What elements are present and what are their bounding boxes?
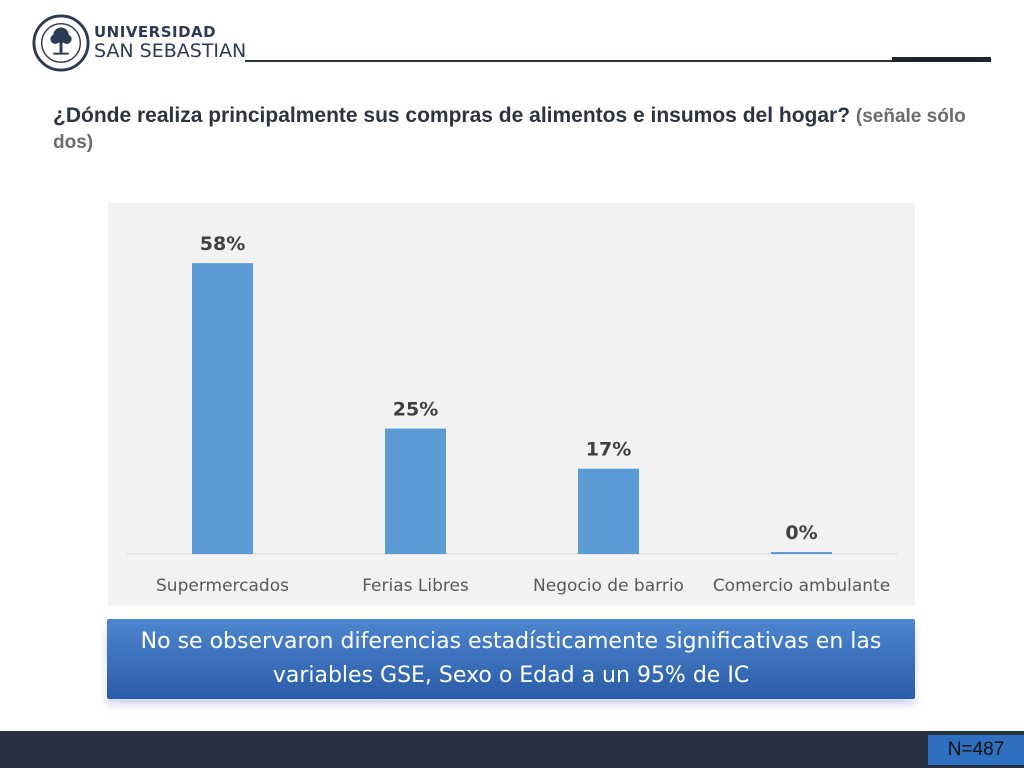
category-label-2: Negocio de barrio: [533, 576, 684, 596]
title-main: ¿Dónde realiza principalmente sus compra…: [53, 104, 851, 127]
bar-0: [192, 263, 253, 554]
logo-line2: SAN SEBASTIAN: [94, 40, 247, 62]
category-label-1: Ferias Libres: [362, 576, 469, 596]
data-label-0: 58%: [200, 233, 245, 255]
university-logo: UNIVERSIDAD SAN SEBASTIAN: [32, 14, 246, 72]
category-label-0: Supermercados: [156, 576, 289, 596]
header-divider-accent: [892, 57, 991, 62]
logo-line1: UNIVERSIDAD: [94, 23, 217, 41]
bar-2: [578, 468, 639, 554]
bar-1: [385, 428, 446, 554]
category-label-3: Comercio ambulante: [713, 576, 890, 596]
bar-chart-svg: 58% Supermercados 25% Ferias Libres 17% Negoc…: [126, 233, 898, 596]
header-divider: [245, 60, 991, 62]
title-sub: (señale sólo dos): [53, 106, 966, 153]
footer-bar: [0, 731, 1024, 768]
note-text: No se observaron diferencias estadística…: [140, 629, 882, 688]
sample-size-badge: N=487: [928, 735, 1024, 765]
bar-3: [771, 552, 832, 554]
data-label-3: 0%: [785, 522, 817, 544]
data-label-1: 25%: [393, 399, 438, 421]
slide-title: ¿Dónde realiza principalmente sus compra…: [53, 103, 973, 155]
bar-chart: 58% Supermercados 25% Ferias Libres 17% Negoc…: [108, 203, 915, 606]
data-label-2: 17%: [586, 439, 631, 461]
significance-note: No se observaron diferencias estadística…: [107, 619, 915, 699]
university-seal-icon: [32, 14, 90, 72]
